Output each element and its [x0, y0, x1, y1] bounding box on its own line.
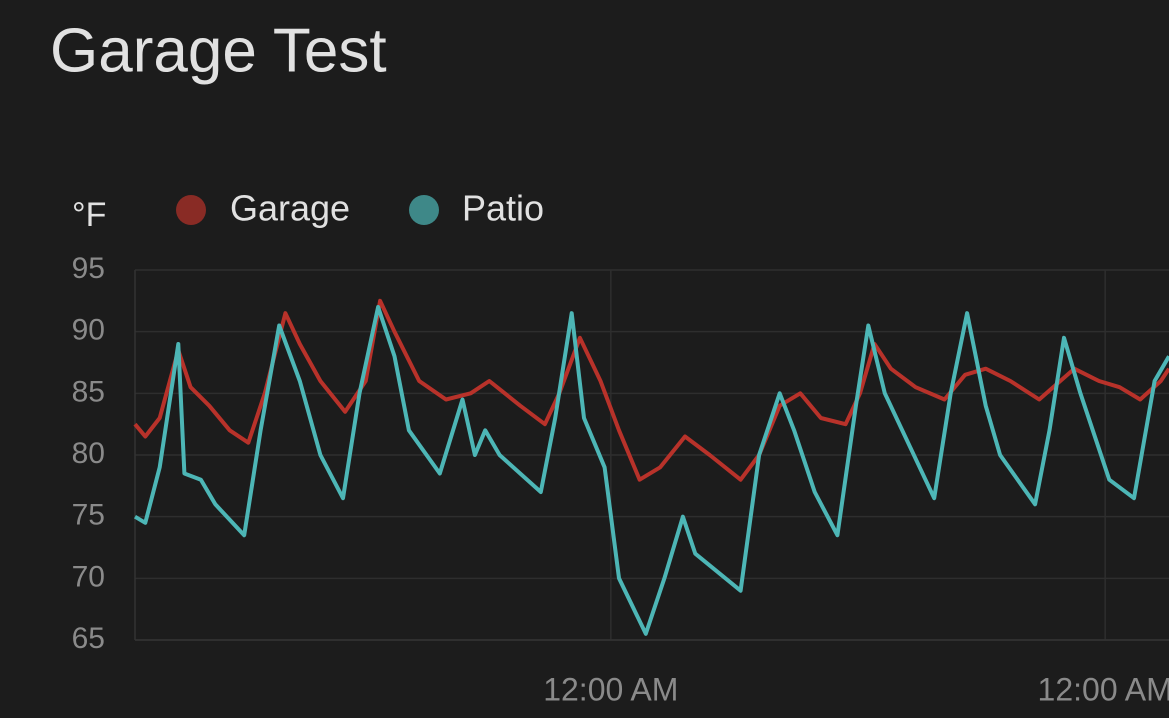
y-tick-label: 80 [72, 437, 105, 470]
y-tick-label: 75 [72, 499, 105, 532]
y-tick-label: 65 [72, 622, 105, 655]
y-tick-label: 95 [72, 252, 105, 285]
legend-label: Garage [230, 188, 350, 229]
chart-title: Garage Test [50, 16, 387, 85]
y-tick-label: 85 [72, 375, 105, 408]
legend-marker [176, 195, 206, 225]
y-axis-unit: °F [72, 196, 106, 234]
x-tick-label: 12:00 AM [1038, 671, 1169, 707]
x-tick-label: 12:00 AM [543, 671, 678, 707]
y-tick-label: 70 [72, 560, 105, 593]
legend-label: Patio [462, 188, 544, 229]
data-line [133, 305, 1169, 636]
legend-marker [409, 195, 439, 225]
y-tick-label: 90 [72, 314, 105, 347]
